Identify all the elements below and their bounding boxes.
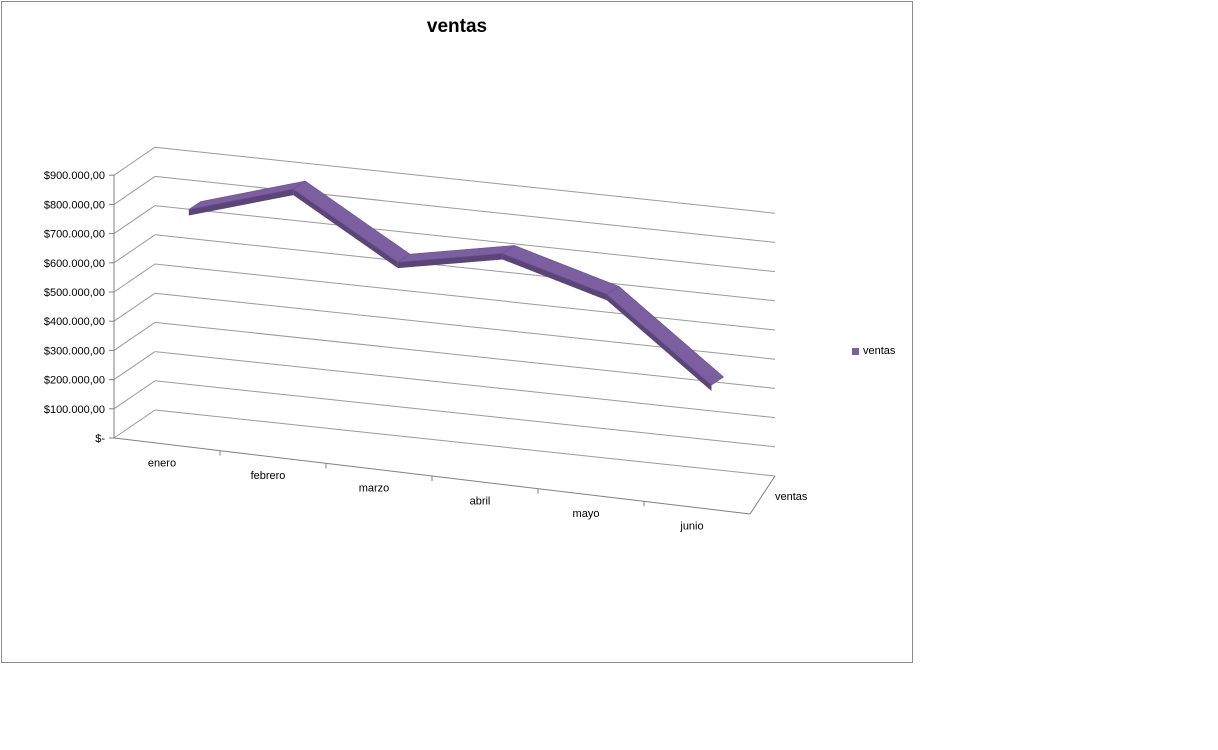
x-tick-label: enero: [148, 457, 176, 469]
x-tick-label: marzo: [359, 483, 390, 495]
legend-swatch: [852, 347, 859, 355]
depth-axis-label: ventas: [775, 491, 808, 503]
legend: ventas: [852, 345, 895, 357]
side-gridline: [113, 321, 156, 351]
gridline: [154, 409, 776, 477]
y-tick-label: $-: [95, 433, 105, 445]
y-tick-label: $200.000,00: [44, 375, 105, 387]
gridline: [154, 380, 776, 448]
ribbon-side: [397, 253, 503, 269]
y-tick-label: $400.000,00: [44, 316, 105, 328]
side-gridline: [113, 146, 156, 176]
y-tick-label: $700.000,00: [44, 229, 105, 241]
side-gridline: [113, 175, 156, 205]
depth-axis-line: [749, 475, 776, 515]
gridline: [154, 321, 776, 389]
side-gridline: [113, 351, 156, 381]
x-tick-label: abril: [470, 495, 491, 507]
y-tick-label: $900.000,00: [44, 170, 105, 182]
legend-label: ventas: [863, 345, 896, 357]
ribbon-side: [293, 189, 398, 269]
ribbon-segment: [292, 180, 411, 263]
ribbon-side: [188, 189, 294, 216]
ribbon-side: [606, 294, 712, 392]
x-tick-label: febrero: [251, 470, 286, 482]
gridline: [154, 263, 776, 331]
y-tick-label: $800.000,00: [44, 199, 105, 211]
gridline: [154, 234, 776, 302]
y-tick-label: $500.000,00: [44, 287, 105, 299]
side-gridline: [113, 234, 156, 264]
x-tick-label: mayo: [573, 508, 600, 520]
y-tick-label: $300.000,00: [44, 345, 105, 357]
ribbon-side: [502, 253, 607, 301]
gridline: [154, 351, 776, 419]
side-gridline: [113, 409, 156, 439]
side-gridline: [113, 263, 156, 293]
side-gridline: [113, 292, 156, 322]
gridline: [154, 146, 776, 214]
ribbon-segment: [606, 286, 724, 386]
chart-title: ventas: [426, 16, 488, 37]
gridline: [154, 175, 776, 243]
y-tick-label: $100.000,00: [44, 404, 105, 416]
chart-area: ventas: [1, 1, 913, 663]
x-tick-label: junio: [679, 521, 703, 533]
side-gridline: [113, 380, 156, 410]
y-tick-label: $600.000,00: [44, 258, 105, 270]
side-gridline: [113, 205, 156, 235]
gridline: [154, 205, 776, 273]
